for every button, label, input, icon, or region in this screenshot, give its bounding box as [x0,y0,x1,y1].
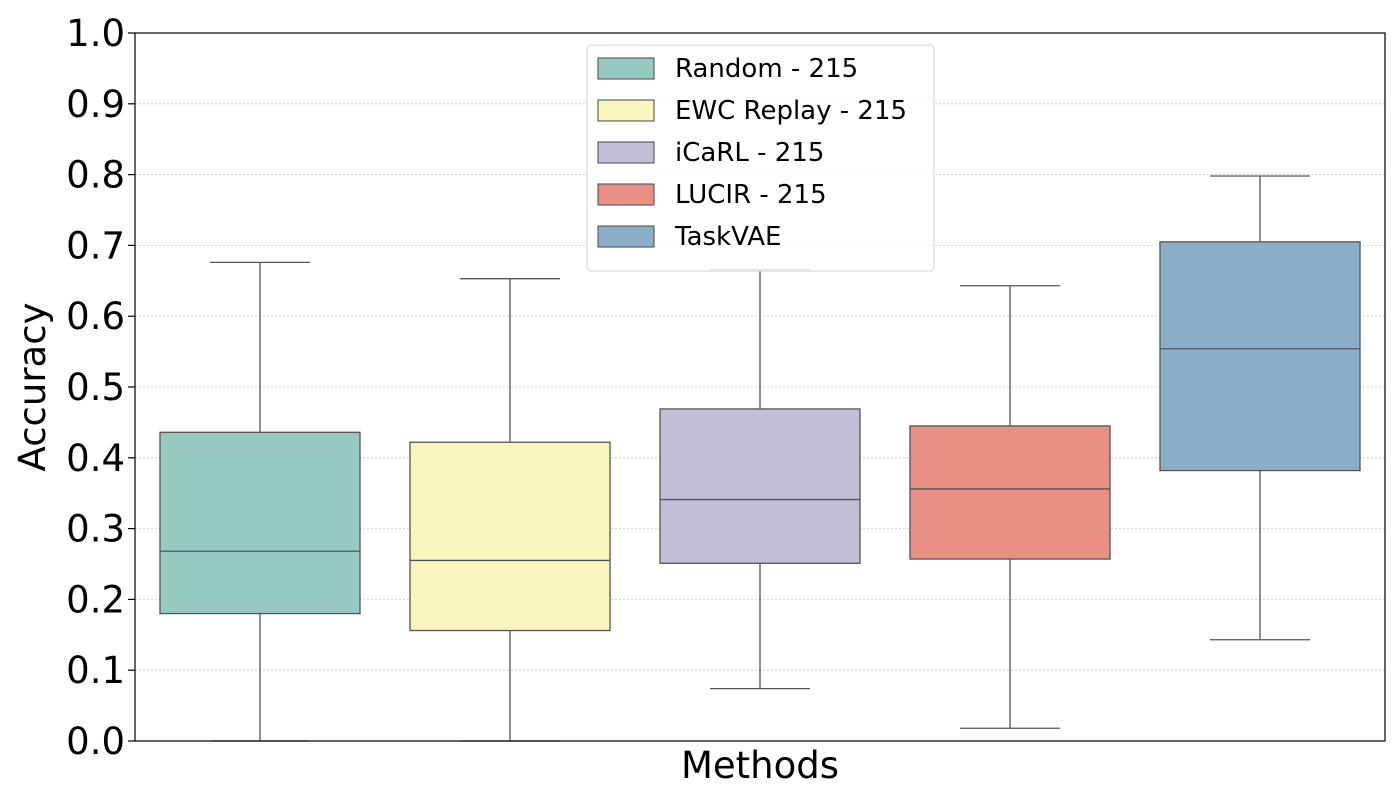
legend-swatch [597,99,655,122]
y-tick-label: 0.2 [66,578,125,621]
box-iqr [409,441,611,632]
legend-box [586,44,935,272]
legend-entry: TaskVAE [597,222,781,252]
box-iqr [159,431,361,615]
y-tick-label: 0.8 [66,154,125,197]
box-2 [409,278,611,742]
box-4 [909,285,1111,729]
box-3 [659,268,861,690]
x-axis-title: Methods [681,744,839,787]
box-5 [1159,175,1361,641]
y-tick-label: 0.7 [66,224,125,267]
y-axis-title: Accuracy [11,303,54,472]
legend-entry: LUCIR - 215 [597,180,827,210]
legend-swatch [597,141,655,164]
legend-swatch [597,57,655,80]
y-tick-label: 0.3 [66,508,125,551]
legend-entry: Random - 215 [597,54,858,84]
y-tick-label: 0.1 [66,649,125,692]
legend-entry: iCaRL - 215 [597,138,824,168]
y-tick-label: 0.5 [66,366,125,409]
boxes [159,175,1361,742]
legend-swatch [597,183,655,206]
y-tick-label: 0.9 [66,83,125,126]
legend-label: Random - 215 [675,54,858,84]
legend-label: TaskVAE [674,222,781,252]
legend-label: iCaRL - 215 [675,138,824,168]
y-tick-label: 0.0 [66,720,125,763]
y-tick-label: 1.0 [66,12,125,55]
box-iqr [659,408,861,564]
box-1 [159,261,361,742]
y-axis-ticks: 0.0 0.1 0.2 0.3 0.4 0.5 0.6 0.7 0.8 0.9 1.0 [66,12,135,763]
legend: Random - 215 EWC Replay - 215 iCaRL - 215 L… [586,44,935,272]
box-iqr [1159,241,1361,472]
legend-label: EWC Replay - 215 [675,96,907,126]
y-tick-label: 0.6 [66,295,125,338]
legend-swatch [597,225,655,248]
y-tick-label: 0.4 [66,437,125,480]
legend-label: LUCIR - 215 [675,180,827,210]
legend-entry: EWC Replay - 215 [597,96,907,126]
box-iqr [909,425,1111,560]
